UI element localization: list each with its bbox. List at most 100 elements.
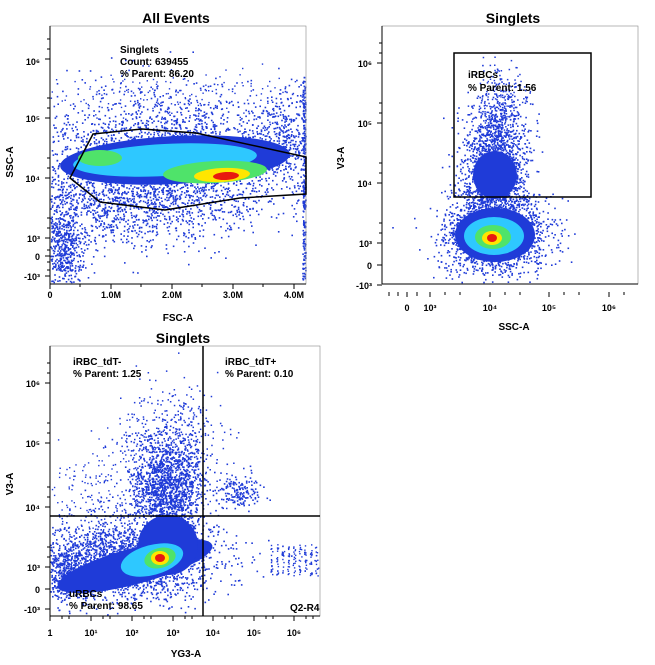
event-dot xyxy=(112,220,115,222)
event-dot xyxy=(60,201,63,204)
event-dot xyxy=(51,222,53,225)
event-dot xyxy=(72,220,74,223)
event-dot xyxy=(50,208,52,210)
event-dot xyxy=(78,197,80,199)
event-dot xyxy=(76,244,79,246)
event-dot xyxy=(112,198,114,201)
event-dot xyxy=(65,195,67,197)
event-dot xyxy=(200,189,203,192)
event-dot xyxy=(264,106,267,109)
event-dot xyxy=(227,111,230,113)
event-dot xyxy=(567,247,570,250)
event-dot xyxy=(56,233,59,235)
event-dot xyxy=(228,225,231,227)
event-dot xyxy=(54,117,57,119)
event-dot xyxy=(200,130,202,133)
event-dot xyxy=(130,136,133,139)
event-dot xyxy=(120,233,122,235)
event-dot xyxy=(146,108,149,111)
event-dot xyxy=(160,121,162,124)
event-dot xyxy=(281,124,283,127)
event-dot xyxy=(111,138,114,140)
event-dot xyxy=(191,93,193,96)
event-dot xyxy=(302,181,305,183)
event-dot xyxy=(299,100,302,102)
event-dot xyxy=(277,168,279,170)
event-dot xyxy=(264,127,267,129)
event-dot xyxy=(84,241,87,243)
event-dot xyxy=(67,222,70,224)
event-dot xyxy=(184,121,186,123)
event-dot xyxy=(186,191,188,193)
event-dot xyxy=(61,100,63,102)
event-dot xyxy=(276,171,279,174)
event-dot xyxy=(159,202,161,204)
event-dot xyxy=(112,129,115,132)
event-dot xyxy=(119,102,122,105)
event-dot xyxy=(559,242,562,245)
event-dot xyxy=(251,130,254,132)
event-dot xyxy=(183,77,186,80)
event-dot xyxy=(165,248,168,250)
event-dot xyxy=(83,235,86,238)
event-dot xyxy=(131,118,134,120)
event-dot xyxy=(245,109,247,112)
event-dot xyxy=(122,191,124,194)
event-dot xyxy=(87,103,89,106)
event-dot xyxy=(292,139,294,142)
event-dot xyxy=(65,191,67,194)
event-dot xyxy=(82,199,84,202)
event-dot xyxy=(57,235,59,237)
event-dot xyxy=(84,114,86,116)
event-dot xyxy=(173,189,176,192)
event-dot xyxy=(78,279,81,281)
event-dot xyxy=(57,103,59,105)
event-dot xyxy=(273,116,276,118)
event-dot xyxy=(70,194,73,197)
event-dot xyxy=(304,207,306,209)
event-dot xyxy=(148,225,151,228)
event-dot xyxy=(245,187,248,190)
event-dot xyxy=(181,108,183,111)
event-dot xyxy=(77,148,80,150)
event-dot xyxy=(164,118,167,121)
event-dot xyxy=(57,135,60,137)
event-dot xyxy=(248,112,251,115)
event-dot xyxy=(98,123,100,126)
event-dot xyxy=(137,109,140,112)
event-dot xyxy=(237,106,240,108)
event-dot xyxy=(145,195,148,198)
event-dot xyxy=(547,212,549,214)
event-dot xyxy=(500,265,503,268)
event-dot xyxy=(239,130,241,133)
event-dot xyxy=(234,205,237,208)
event-dot xyxy=(91,183,94,185)
event-dot xyxy=(259,176,261,178)
event-dot xyxy=(157,130,160,132)
event-dot xyxy=(290,168,292,170)
event-dot xyxy=(253,115,256,117)
event-dot xyxy=(236,82,238,84)
event-dot xyxy=(115,103,117,105)
event-dot xyxy=(77,202,79,205)
event-dot xyxy=(303,192,305,194)
event-dot xyxy=(169,187,172,190)
event-dot xyxy=(165,190,168,192)
panel1-singlets-gate[interactable] xyxy=(69,128,307,211)
event-dot xyxy=(158,191,160,193)
event-dot xyxy=(77,112,80,114)
event-dot xyxy=(155,115,158,118)
event-dot xyxy=(301,96,304,98)
event-dot xyxy=(125,211,127,213)
event-dot xyxy=(301,118,303,120)
event-dot xyxy=(179,187,182,190)
event-dot xyxy=(51,220,54,223)
event-dot xyxy=(304,231,306,234)
event-dot xyxy=(139,226,141,229)
event-dot xyxy=(87,133,89,135)
event-dot xyxy=(169,222,172,225)
event-dot xyxy=(255,118,258,120)
event-dot xyxy=(61,239,63,242)
event-dot xyxy=(304,200,306,203)
event-dot xyxy=(108,127,110,129)
